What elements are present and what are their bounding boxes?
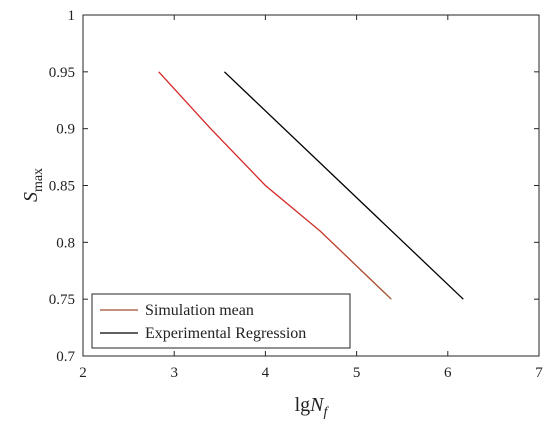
y-tick-label: 0.7 <box>56 349 75 365</box>
x-tick-label: 4 <box>262 365 270 381</box>
y-tick-label: 0.8 <box>56 235 75 251</box>
axis-ticks: 2 3 4 5 6 7 0.7 0.75 0.8 0.85 0.9 0.95 1 <box>49 8 544 381</box>
series-group <box>158 71 464 300</box>
x-tick-label: 3 <box>170 365 178 381</box>
y-axis-label: Smax <box>20 168 46 202</box>
x-tick-label: 6 <box>444 365 452 381</box>
legend-box <box>91 293 351 349</box>
legend-label-experimental-regression: Experimental Regression <box>145 325 306 342</box>
x-tick-label: 5 <box>353 365 361 381</box>
y-tick-label: 0.9 <box>56 122 75 138</box>
y-tick-label: 0.75 <box>49 292 75 308</box>
y-tick-label: 1 <box>68 8 76 24</box>
series-line-experimental-regression <box>223 71 464 300</box>
y-tick-label: 0.95 <box>49 65 75 81</box>
y-tick-label: 0.85 <box>49 179 75 195</box>
x-tick-label: 2 <box>79 365 87 381</box>
legend: Simulation mean Experimental Regression <box>91 293 351 349</box>
series-line-simulation-mean <box>158 71 392 300</box>
legend-label-simulation-mean: Simulation mean <box>145 302 254 319</box>
x-axis-label: lgNf <box>295 394 330 420</box>
x-tick-label: 7 <box>535 365 543 381</box>
